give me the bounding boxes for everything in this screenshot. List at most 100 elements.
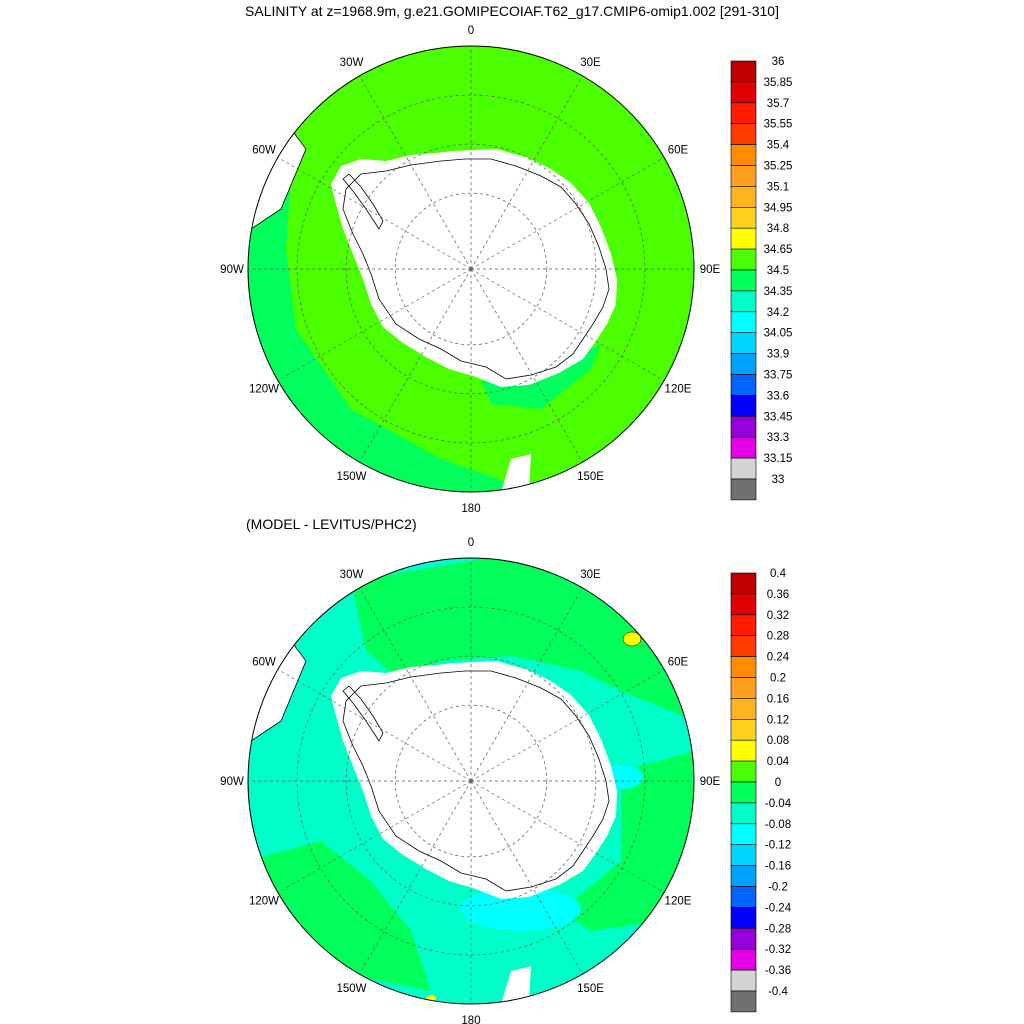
colorbar-tick-label: -0.04 — [765, 798, 792, 810]
colorbar-swatch — [730, 353, 757, 375]
colorbar-swatch — [730, 781, 757, 804]
colorbar-swatch — [730, 165, 757, 187]
meridian-gridline — [277, 157, 472, 270]
colorbar-tick-label: 34.95 — [764, 202, 793, 214]
ross-sea-negative-anomaly — [461, 887, 581, 931]
colorbar-swatch — [730, 718, 757, 741]
colorbar-swatch — [730, 635, 757, 657]
meridian-gridline — [470, 157, 665, 270]
colorbar-tick-label: -0.32 — [765, 944, 791, 956]
colorbar-tick-label: 33 — [772, 474, 785, 486]
meridian-gridline — [470, 669, 665, 782]
longitude-label: 90W — [220, 776, 244, 788]
colorbar-swatch — [730, 478, 757, 501]
salinity-map-panel: 0 30E 60E 90E 120E 150E 180 150W 120W 90W 60W 30W 36… — [220, 25, 792, 515]
colorbar-tick-label: 34.8 — [767, 223, 789, 235]
colorbar-tick-label: 0.08 — [767, 735, 789, 747]
longitude-label: 0 — [468, 537, 474, 549]
colorbar-swatch — [730, 374, 757, 396]
clipped-field — [248, 128, 617, 492]
longitude-label: 150E — [577, 983, 604, 995]
colorbar-swatch — [730, 823, 757, 845]
colorbar-swatch — [730, 332, 757, 354]
colorbar-tick-label: -0.36 — [765, 965, 791, 977]
colorbar-tick-label: -0.16 — [765, 861, 791, 873]
longitude-label: 120E — [665, 896, 692, 908]
longitude-label: 150W — [336, 471, 366, 483]
colorbar-swatch — [730, 760, 757, 783]
meridian-gridline — [470, 268, 665, 381]
colorbar-tick-label: 0.2 — [770, 673, 786, 685]
new-zealand-land — [501, 454, 531, 492]
colorbar-swatch — [730, 290, 757, 313]
colorbar-tick-label: 33.75 — [764, 370, 793, 382]
colorbar-tick-label: -0.08 — [765, 819, 791, 831]
colorbar-swatch — [730, 572, 757, 595]
longitude-label: 60W — [252, 145, 276, 157]
colorbar-tick-label: 0.04 — [767, 756, 790, 768]
colorbar-swatch — [730, 802, 757, 825]
longitude-label: 90W — [220, 264, 244, 276]
longitude-label: 120W — [249, 896, 279, 908]
colorbar-tick-label: 35.85 — [764, 77, 793, 89]
latitude-gridline — [345, 655, 597, 907]
colorbar-tick-label: 34.2 — [767, 307, 789, 319]
colorbar-tick-label: 35.7 — [767, 98, 789, 110]
longitude-label: 150E — [577, 471, 604, 483]
colorbar-swatch — [730, 102, 757, 125]
colorbar-swatch — [730, 144, 757, 166]
colorbar-swatch — [730, 395, 757, 417]
colorbar-tick-label: 35.4 — [767, 140, 790, 152]
meridian-gridline — [359, 587, 472, 782]
colorbar-tick-label: -0.28 — [765, 923, 791, 935]
meridian-gridline — [359, 75, 472, 270]
colorbar-swatch — [730, 248, 757, 271]
antarctica-coastline — [342, 670, 610, 892]
colorbar-tick-label: 33.9 — [767, 349, 789, 361]
colorbar-tick-label: 34.35 — [764, 286, 793, 298]
lower-salinity-region — [248, 174, 541, 492]
colorbar-swatch — [730, 844, 757, 866]
colorbar-swatch — [730, 311, 757, 333]
colorbar-tick-label: -0.12 — [765, 840, 791, 852]
antarctic-peninsula-coastline — [342, 173, 384, 230]
colorbar-tick-label: 35.1 — [767, 181, 789, 193]
colorbar-swatch — [730, 207, 757, 229]
colorbar-tick-label: 34.05 — [764, 328, 793, 340]
antarctica-coastline — [342, 158, 610, 380]
colorbar-swatch — [730, 81, 757, 104]
colorbar-tick-label: 35.25 — [764, 161, 793, 173]
longitude-label: 120E — [665, 384, 692, 396]
longitude-label: 60W — [252, 657, 276, 669]
colorbar-tick-label: -0.4 — [768, 986, 788, 998]
longitude-label: 30W — [340, 57, 364, 69]
latitude-gridline — [394, 704, 548, 858]
colorbar-tick-label: 33.15 — [764, 453, 793, 465]
clipped-field — [248, 558, 694, 1004]
positive-anomaly-patch — [622, 631, 642, 647]
meridian-gridline — [359, 780, 472, 975]
longitude-label: 0 — [468, 25, 474, 37]
colorbar-tick-label: 0.32 — [767, 610, 789, 622]
colorbar-swatch — [730, 948, 757, 971]
longitude-label: 30E — [580, 569, 601, 581]
colorbar-swatch — [730, 227, 757, 250]
colorbar-swatch — [730, 269, 757, 292]
pacific-positive-anomaly — [248, 841, 431, 991]
colorbar-swatch — [730, 927, 757, 950]
longitude-label: 30E — [580, 57, 601, 69]
meridian-gridline — [470, 587, 583, 782]
colorbar-swatch — [730, 457, 757, 480]
longitude-label: 90E — [700, 264, 721, 276]
salinity-difference-map-panel: 0 30E 60E 90E 120E 150E 180 150W 120W 90W 60W 30W 0.… — [220, 537, 792, 1024]
meridian-gridline — [277, 780, 472, 893]
colorbar-tick-label: 0.24 — [767, 652, 790, 664]
colorbar-tick-label: 35.55 — [764, 119, 793, 131]
map-boundary — [247, 45, 695, 493]
difference-panel-title: (MODEL - LEVITUS/PHC2) — [246, 516, 417, 532]
antarctic-peninsula-coastline — [342, 685, 384, 742]
colorbar-tick-label: 33.3 — [767, 432, 789, 444]
colorbar-swatch — [730, 865, 757, 887]
colorbar-tick-label: 0.28 — [767, 631, 789, 643]
meridian-gridline — [470, 75, 583, 270]
